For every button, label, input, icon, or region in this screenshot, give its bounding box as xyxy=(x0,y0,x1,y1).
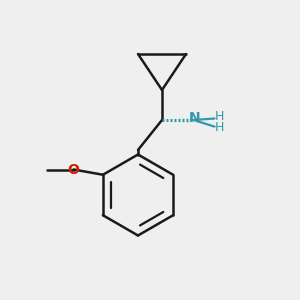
Text: N: N xyxy=(189,112,201,125)
Text: H: H xyxy=(215,121,225,134)
Text: H: H xyxy=(215,110,225,124)
Text: O: O xyxy=(68,163,80,176)
